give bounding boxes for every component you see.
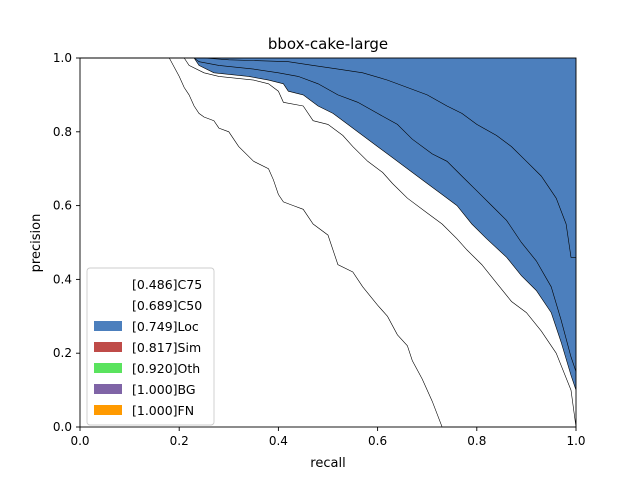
- x-axis-label: recall: [310, 456, 345, 471]
- y-tick-label: 0.0: [53, 420, 72, 434]
- x-tick-label: 0.2: [170, 434, 189, 448]
- x-tick-label: 1.0: [566, 434, 585, 448]
- area-loc: [80, 58, 576, 391]
- curve-c50: [80, 57, 577, 428]
- y-tick-label: 0.8: [53, 125, 72, 139]
- curve-c75: [80, 57, 576, 428]
- curve-loc: [80, 57, 577, 391]
- x-tick-label: 0.8: [467, 434, 486, 448]
- curve-sim: [80, 57, 577, 372]
- legend-swatch-bg: [94, 384, 122, 394]
- x-tick-label: 0.0: [70, 434, 89, 448]
- y-tick-label: 0.2: [53, 346, 72, 360]
- curve-oth: [80, 57, 576, 258]
- legend: [0.486]C75 [0.689]C50 [0.749]Loc [0.817]Sim…: [86, 267, 215, 426]
- y-tick-label: 0.6: [53, 199, 72, 213]
- y-axis-label: precision: [29, 214, 44, 273]
- chart-title: bbox-cake-large: [268, 35, 388, 53]
- legend-swatch-loc: [94, 321, 122, 331]
- y-tick-label: 0.4: [53, 272, 72, 286]
- legend-swatch-oth: [94, 363, 122, 373]
- legend-label-oth: [0.920]Oth: [132, 361, 200, 376]
- legend-label-sim: [0.817]Sim: [132, 340, 201, 355]
- legend-label-bg: [1.000]BG: [132, 382, 196, 397]
- stacked-areas: [80, 57, 577, 428]
- legend-label-fn: [1.000]FN: [132, 403, 194, 418]
- x-tick-label: 0.4: [269, 434, 288, 448]
- legend-swatch-c50: [94, 300, 122, 310]
- legend-swatch-sim: [94, 342, 122, 352]
- y-tick-label: 1.0: [53, 51, 72, 65]
- legend-swatch-fn: [94, 405, 122, 415]
- x-tick-label: 0.6: [368, 434, 387, 448]
- legend-label-c50: [0.689]C50: [132, 298, 202, 313]
- legend-label-loc: [0.749]Loc: [132, 319, 199, 334]
- axes: 0.0 0.2 0.4 0.6 0.8 1.0 0.0 0.2 0.4 0.6 0.8 1.0: [53, 51, 586, 448]
- legend-swatch-c75: [94, 279, 122, 289]
- legend-label-c75: [0.486]C75: [132, 277, 202, 292]
- plot-frame: [79, 57, 577, 428]
